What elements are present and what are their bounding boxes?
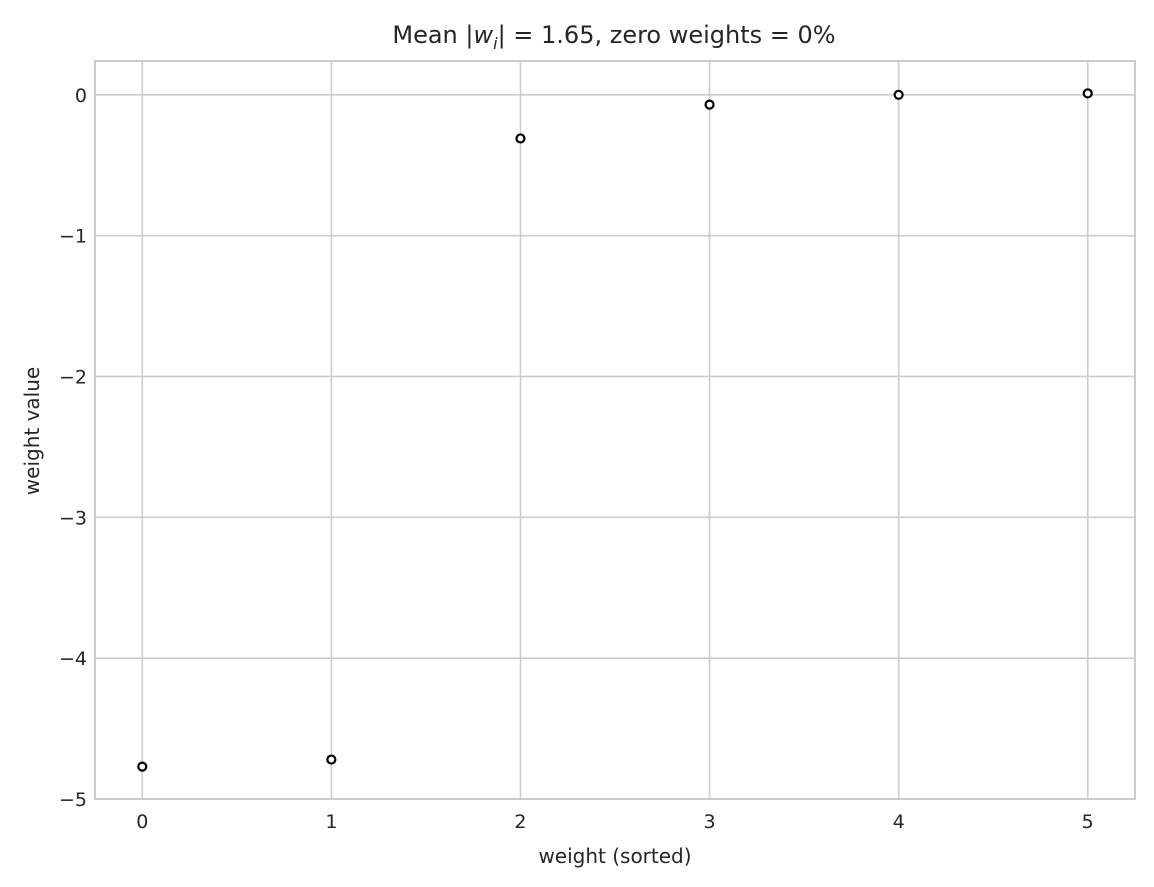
x-grid	[141, 61, 1089, 799]
data-point	[704, 99, 715, 110]
x-tick-label: 5	[1082, 811, 1094, 833]
y-tick-labels: 0 −1 −2 −3 −4 −5	[59, 85, 87, 811]
y-tick-label: −2	[59, 366, 87, 388]
data-point	[1082, 88, 1093, 99]
data-point	[137, 761, 148, 772]
x-tick-label: 1	[325, 811, 337, 833]
chart-title-prefix: Mean |	[392, 21, 473, 49]
data-point	[515, 133, 526, 144]
scatter-points	[137, 88, 1093, 772]
data-point	[893, 89, 904, 100]
plot-frame	[94, 60, 1136, 800]
y-tick-label: −1	[59, 226, 87, 248]
x-tick-label: 4	[893, 811, 905, 833]
chart-title-var: w	[473, 21, 493, 49]
chart-title-suffix: | = 1.65, zero weights = 0%	[498, 21, 836, 49]
x-tick-label: 3	[703, 811, 715, 833]
x-tick-labels: 0 1 2 3 4 5	[136, 811, 1094, 833]
y-axis-label: weight value	[20, 367, 44, 495]
y-tick-label: −5	[59, 789, 87, 811]
y-tick-label: 0	[75, 85, 87, 107]
y-grid	[95, 94, 1135, 800]
chart-title: Mean |wi| = 1.65, zero weights = 0%	[392, 21, 835, 53]
data-point	[326, 754, 337, 765]
y-tick-label: −3	[59, 507, 87, 529]
chart-title-sub: i	[493, 34, 498, 53]
y-tick-label: −4	[59, 648, 87, 670]
x-tick-label: 0	[136, 811, 148, 833]
x-tick-label: 2	[514, 811, 526, 833]
x-axis-label: weight (sorted)	[538, 844, 691, 868]
